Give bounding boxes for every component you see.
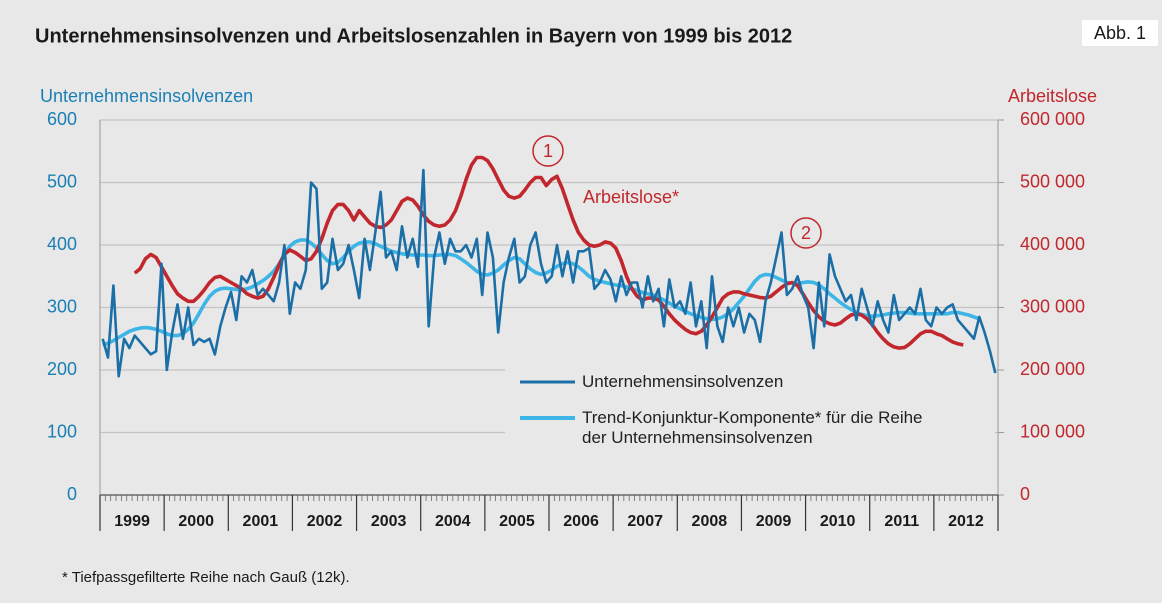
x-tick-label: 2007 [627, 513, 663, 530]
annotation: 1 [543, 141, 553, 161]
y2-tick-label: 300 000 [1020, 296, 1085, 316]
y-tick-label: 600 [47, 109, 77, 129]
x-tick-label: 2005 [499, 513, 535, 530]
x-tick-label: 2004 [435, 513, 471, 530]
x-tick-label: 2008 [692, 513, 728, 530]
y-tick-label: 500 [47, 171, 77, 191]
x-tick-label: 2009 [756, 513, 792, 530]
legend-label: Unternehmensinsolvenzen [582, 372, 784, 391]
x-tick-label: 2010 [820, 513, 856, 530]
y-tick-label: 0 [67, 484, 77, 504]
y-axis-title: Unternehmensinsolvenzen [40, 86, 253, 106]
series-line [133, 155, 964, 350]
figure-label-box [1082, 20, 1158, 46]
y-tick-label: 200 [47, 359, 77, 379]
annotation-circle [532, 135, 564, 167]
series-label: Arbeitslose* [583, 187, 679, 207]
legend-label: Trend-Konjunktur-Komponente* für die Rei… [582, 408, 923, 447]
x-tick-label: 2011 [884, 513, 919, 530]
y2-tick-label: 500 000 [1020, 171, 1085, 191]
figure-label: Abb. 1 [1094, 23, 1146, 43]
y2-tick-label: 600 000 [1020, 109, 1085, 129]
x-tick-label: 2002 [307, 513, 343, 530]
y-tick-label: 300 [47, 296, 77, 316]
chart-title: Unternehmensinsolvenzen und Arbeitslosen… [35, 25, 792, 47]
y2-tick-label: 200 000 [1020, 359, 1085, 379]
y2-tick-label: 400 000 [1020, 234, 1085, 254]
series-line [101, 168, 997, 378]
footnote: * Tiefpassgefilterte Reihe nach Gauß (12… [62, 569, 350, 586]
x-tick-label: 2001 [243, 513, 279, 530]
y-tick-label: 100 [47, 421, 77, 441]
annotation: 2 [801, 223, 811, 243]
legend-box [505, 362, 995, 460]
series-line [102, 238, 980, 347]
x-tick-label: 2003 [371, 513, 407, 530]
x-tick-label: 2006 [563, 513, 599, 530]
annotation-circle [790, 217, 822, 249]
x-tick-label: 2012 [948, 513, 984, 530]
y2-tick-label: 0 [1020, 484, 1030, 504]
y2-axis-title: Arbeitslose [1008, 86, 1097, 106]
y-tick-label: 400 [47, 234, 77, 254]
y2-tick-label: 100 000 [1020, 421, 1085, 441]
x-tick-label: 2000 [178, 513, 214, 530]
x-tick-label: 1999 [114, 513, 150, 530]
